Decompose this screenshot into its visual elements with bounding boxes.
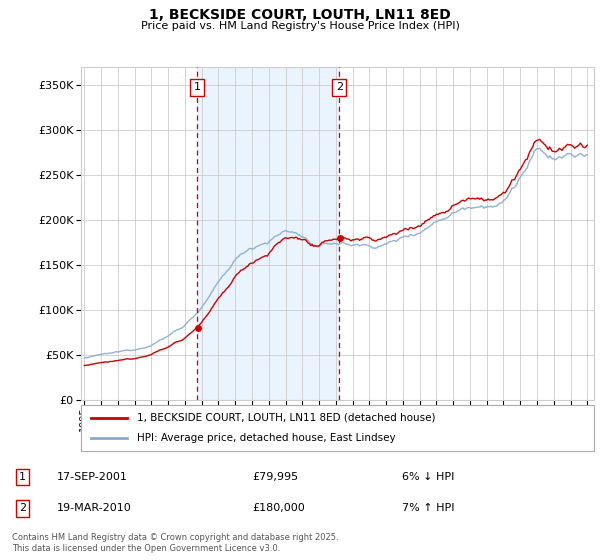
- Text: Contains HM Land Registry data © Crown copyright and database right 2025.
This d: Contains HM Land Registry data © Crown c…: [12, 533, 338, 553]
- Bar: [197, 67, 340, 400]
- Text: £79,995: £79,995: [252, 472, 298, 482]
- Text: 1, BECKSIDE COURT, LOUTH, LN11 8ED (detached house): 1, BECKSIDE COURT, LOUTH, LN11 8ED (deta…: [137, 413, 436, 423]
- Text: 19-MAR-2010: 19-MAR-2010: [57, 503, 132, 514]
- Text: £180,000: £180,000: [252, 503, 305, 514]
- Text: 2: 2: [336, 82, 343, 92]
- Text: Price paid vs. HM Land Registry's House Price Index (HPI): Price paid vs. HM Land Registry's House …: [140, 21, 460, 31]
- Text: 1: 1: [19, 472, 26, 482]
- Text: 17-SEP-2001: 17-SEP-2001: [57, 472, 128, 482]
- Text: HPI: Average price, detached house, East Lindsey: HPI: Average price, detached house, East…: [137, 433, 396, 443]
- Text: 1, BECKSIDE COURT, LOUTH, LN11 8ED: 1, BECKSIDE COURT, LOUTH, LN11 8ED: [149, 8, 451, 22]
- Text: 6% ↓ HPI: 6% ↓ HPI: [402, 472, 454, 482]
- Text: 2: 2: [19, 503, 26, 514]
- Text: 1: 1: [193, 82, 200, 92]
- FancyBboxPatch shape: [81, 405, 594, 451]
- Text: 7% ↑ HPI: 7% ↑ HPI: [402, 503, 455, 514]
